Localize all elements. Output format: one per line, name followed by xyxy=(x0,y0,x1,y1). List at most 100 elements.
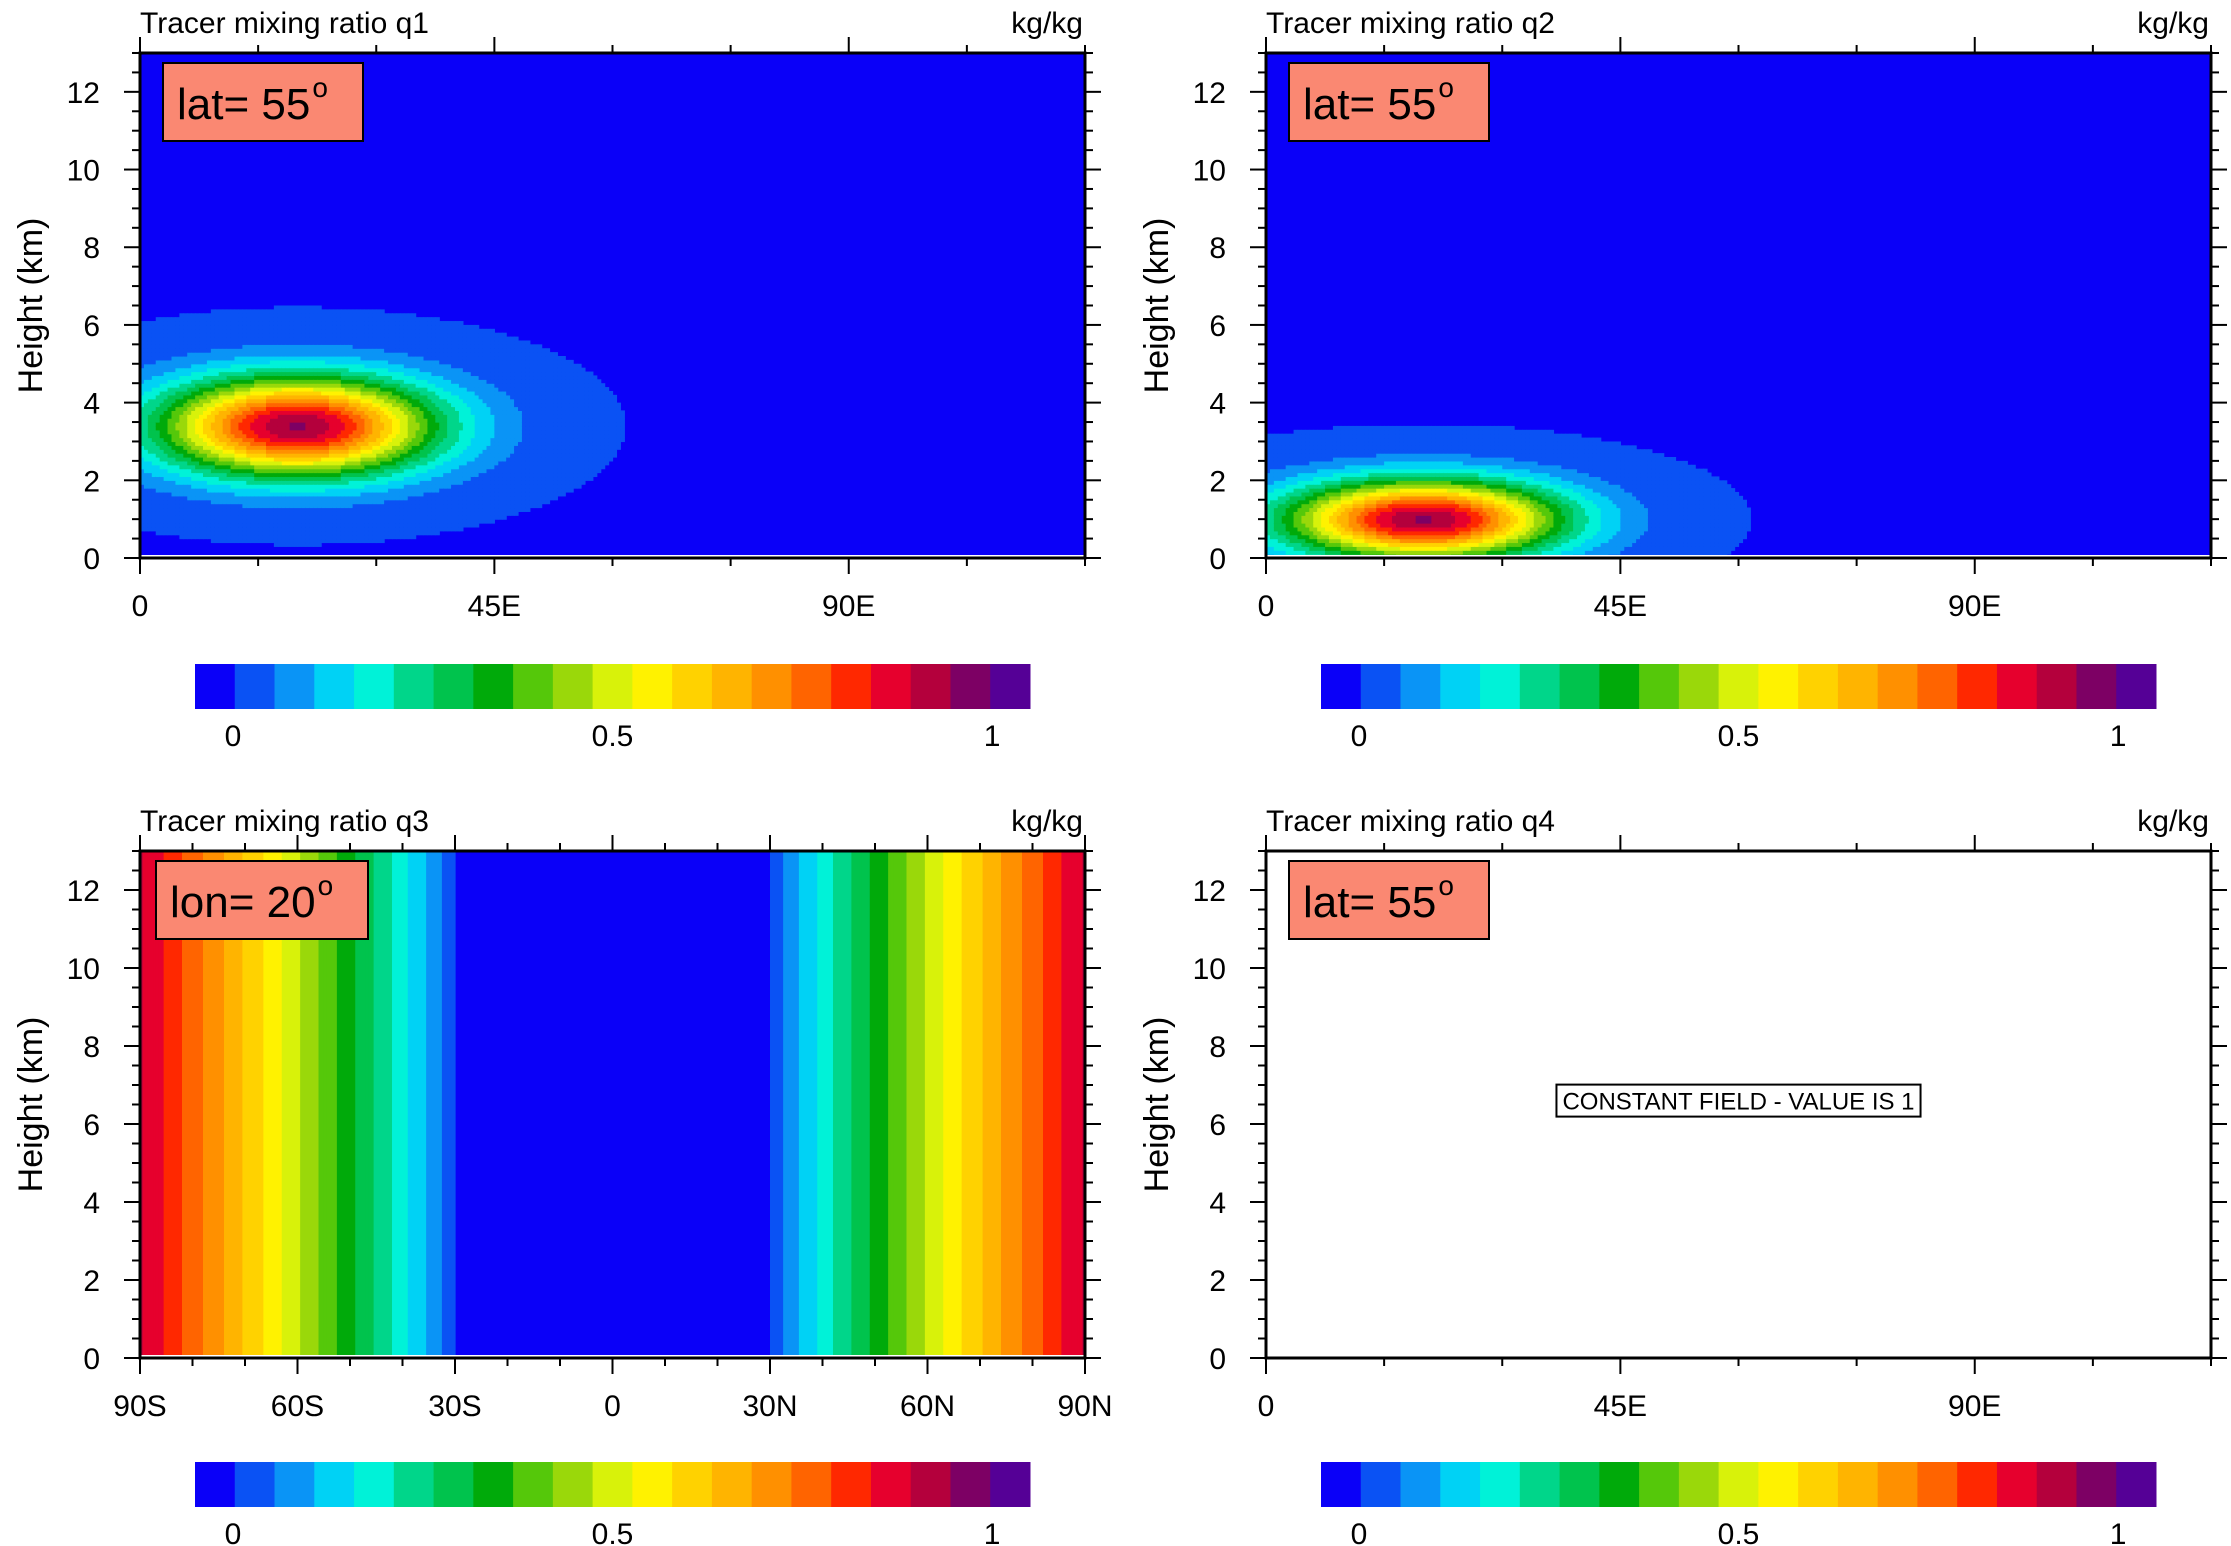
field-cell xyxy=(407,523,413,528)
field-cell xyxy=(206,433,212,439)
field-cell xyxy=(222,433,228,439)
field-cell xyxy=(395,484,401,489)
field-cell xyxy=(474,472,480,478)
field-cell xyxy=(266,495,271,501)
field-cell xyxy=(266,363,271,369)
field-cell xyxy=(187,441,192,446)
field-cell xyxy=(163,503,169,509)
field-cell xyxy=(470,383,476,388)
field-cell xyxy=(443,495,448,501)
field-cell xyxy=(305,515,310,520)
field-cell xyxy=(273,476,279,481)
field-cell xyxy=(222,348,228,353)
field-cell xyxy=(325,321,330,326)
field-cell xyxy=(151,499,157,505)
field-cell xyxy=(325,464,330,470)
field-cell xyxy=(214,356,220,361)
field-cell xyxy=(388,383,393,388)
field-cell xyxy=(376,530,381,536)
field-cell xyxy=(206,515,212,520)
field-cell xyxy=(187,379,192,384)
field-cell xyxy=(175,418,180,423)
field-cell xyxy=(392,519,397,524)
field-cell xyxy=(411,398,417,404)
field-cell xyxy=(415,460,421,466)
field-cell xyxy=(183,511,188,516)
field-cell xyxy=(329,422,334,427)
field-cell xyxy=(167,488,173,493)
field-cell xyxy=(210,406,216,411)
field-cell xyxy=(269,519,275,524)
field-cell xyxy=(254,453,259,458)
field-cell xyxy=(250,530,255,536)
field-cell xyxy=(305,309,310,314)
field-cell xyxy=(427,356,432,361)
field-cell xyxy=(348,406,354,411)
field-cell xyxy=(159,480,165,485)
field-cell xyxy=(214,472,220,478)
field-cell xyxy=(218,418,224,423)
field-cell xyxy=(222,387,228,392)
field-cell xyxy=(218,313,224,318)
field-cell xyxy=(301,530,306,536)
field-cell xyxy=(167,499,173,505)
field-cell xyxy=(273,410,279,415)
field-cell xyxy=(273,511,279,516)
field-cell xyxy=(199,437,204,443)
field-cell xyxy=(187,429,192,435)
field-cell xyxy=(462,340,468,345)
field-cell xyxy=(171,344,177,349)
field-cell xyxy=(427,515,432,520)
field-cell xyxy=(254,519,259,524)
field-cell xyxy=(360,449,366,454)
field-cell xyxy=(226,511,232,516)
field-cell xyxy=(455,480,460,485)
field-cell xyxy=(392,511,397,516)
field-cell xyxy=(238,429,243,435)
field-cell xyxy=(368,476,373,481)
field-cell xyxy=(340,324,346,330)
field-cell xyxy=(285,449,291,454)
field-cell xyxy=(203,437,208,443)
field-cell xyxy=(258,530,263,536)
field-cell xyxy=(411,472,417,478)
field-cell xyxy=(451,402,456,408)
field-cell xyxy=(195,495,200,501)
field-cell xyxy=(234,340,240,345)
field-cell xyxy=(313,309,318,314)
field-cell xyxy=(392,394,397,400)
field-cell xyxy=(309,468,314,474)
field-cell xyxy=(143,356,149,361)
field-cell xyxy=(332,495,338,501)
field-cell xyxy=(230,507,236,512)
field-cell xyxy=(238,418,243,423)
field-cell xyxy=(466,398,472,404)
field-cell xyxy=(266,402,271,408)
field-cell xyxy=(336,324,342,330)
field-cell xyxy=(210,317,216,322)
field-cell xyxy=(352,410,358,415)
field-cell xyxy=(352,449,358,454)
field-cell xyxy=(171,406,177,411)
field-cell xyxy=(372,449,377,454)
field-cell xyxy=(293,394,299,400)
field-cell xyxy=(451,515,456,520)
field-cell xyxy=(234,468,240,474)
field-cell xyxy=(435,457,440,462)
field-cell xyxy=(167,526,173,532)
field-cell xyxy=(411,519,417,524)
field-cell xyxy=(395,418,401,423)
field-cell xyxy=(203,398,208,404)
field-cell xyxy=(238,445,243,450)
field-cell xyxy=(372,418,377,423)
field-cell xyxy=(356,429,362,435)
field-cell xyxy=(443,390,448,396)
field-cell xyxy=(364,534,369,540)
field-cell xyxy=(439,445,444,450)
field-cell xyxy=(305,526,310,532)
field-cell xyxy=(348,449,354,454)
field-cell xyxy=(179,441,184,446)
field-cell xyxy=(285,433,291,439)
field-cell xyxy=(281,437,287,443)
field-cell xyxy=(329,309,334,314)
